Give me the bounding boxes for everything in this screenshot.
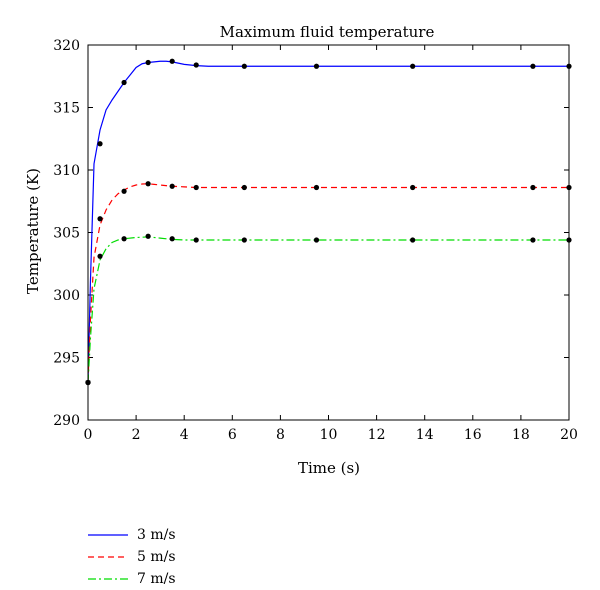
- legend-item-5-m-s: 5 m/s: [88, 546, 176, 568]
- data-point: [193, 62, 199, 68]
- legend: 3 m/s 5 m/s 7 m/s: [88, 524, 176, 590]
- data-point: [121, 188, 127, 194]
- data-point: [169, 236, 175, 242]
- data-point: [530, 184, 536, 191]
- legend-item-7-m-s: 7 m/s: [88, 568, 176, 590]
- data-point: [97, 253, 103, 259]
- markers-layer: [85, 58, 572, 386]
- data-point: [313, 184, 320, 191]
- x-tick-label: 10: [320, 427, 338, 443]
- data-point: [145, 181, 151, 187]
- data-point: [241, 237, 247, 243]
- plot-frame: [87, 44, 570, 421]
- y-tick-label: 305: [53, 226, 80, 242]
- data-point: [121, 79, 127, 86]
- data-point: [313, 237, 320, 243]
- data-point: [97, 216, 103, 222]
- data-point: [193, 237, 199, 243]
- legend-item-3-m-s: 3 m/s: [88, 524, 176, 546]
- x-tick-label: 8: [276, 427, 285, 443]
- legend-label: 5 m/s: [137, 549, 176, 565]
- series-line-7-m-s: [87, 236, 569, 383]
- data-point: [145, 233, 151, 239]
- series-line-3-m-s: [87, 60, 569, 383]
- data-point: [530, 237, 536, 243]
- data-point: [145, 59, 151, 66]
- y-tick-label: 310: [53, 163, 80, 179]
- data-point: [241, 63, 247, 69]
- x-tick-label: 6: [228, 427, 237, 443]
- x-tick-label: 12: [368, 427, 386, 443]
- chart-title: Maximum fluid temperature: [220, 23, 435, 41]
- data-point: [121, 236, 127, 242]
- data-point: [241, 184, 247, 191]
- y-tick-label: 295: [53, 351, 80, 367]
- x-tick-label: 4: [180, 427, 189, 443]
- x-axis-label: Time (s): [298, 459, 360, 477]
- data-point: [169, 183, 175, 189]
- legend-label: 3 m/s: [137, 527, 176, 543]
- y-axis-label: Temperature (K): [24, 168, 42, 294]
- legend-swatch: [88, 556, 128, 558]
- x-tick-label: 20: [560, 427, 578, 443]
- data-point: [410, 237, 416, 243]
- series-line-5-m-s: [87, 183, 569, 383]
- y-tick-label: 315: [53, 101, 80, 117]
- data-point: [410, 184, 416, 191]
- data-point: [193, 184, 199, 191]
- data-point: [97, 141, 103, 147]
- y-tick-label: 320: [53, 38, 80, 54]
- legend-swatch: [88, 534, 128, 536]
- data-point: [530, 63, 536, 69]
- y-tick-label: 300: [53, 288, 80, 304]
- data-point: [169, 58, 175, 64]
- legend-label: 7 m/s: [137, 571, 176, 587]
- x-tick-label: 0: [84, 427, 93, 443]
- axis-ticks: 0 2 4 6 8 10 12 14 16 18 20 290 295 300 305 310 315 320: [53, 38, 578, 443]
- legend-swatch: [88, 578, 128, 580]
- y-tick-label: 290: [53, 413, 80, 429]
- data-point: [410, 63, 416, 69]
- x-tick-label: 18: [512, 427, 530, 443]
- x-tick-label: 16: [464, 427, 482, 443]
- x-tick-label: 14: [416, 427, 434, 443]
- series-layer: [87, 60, 569, 383]
- x-tick-label: 2: [132, 427, 141, 443]
- data-point: [313, 63, 320, 69]
